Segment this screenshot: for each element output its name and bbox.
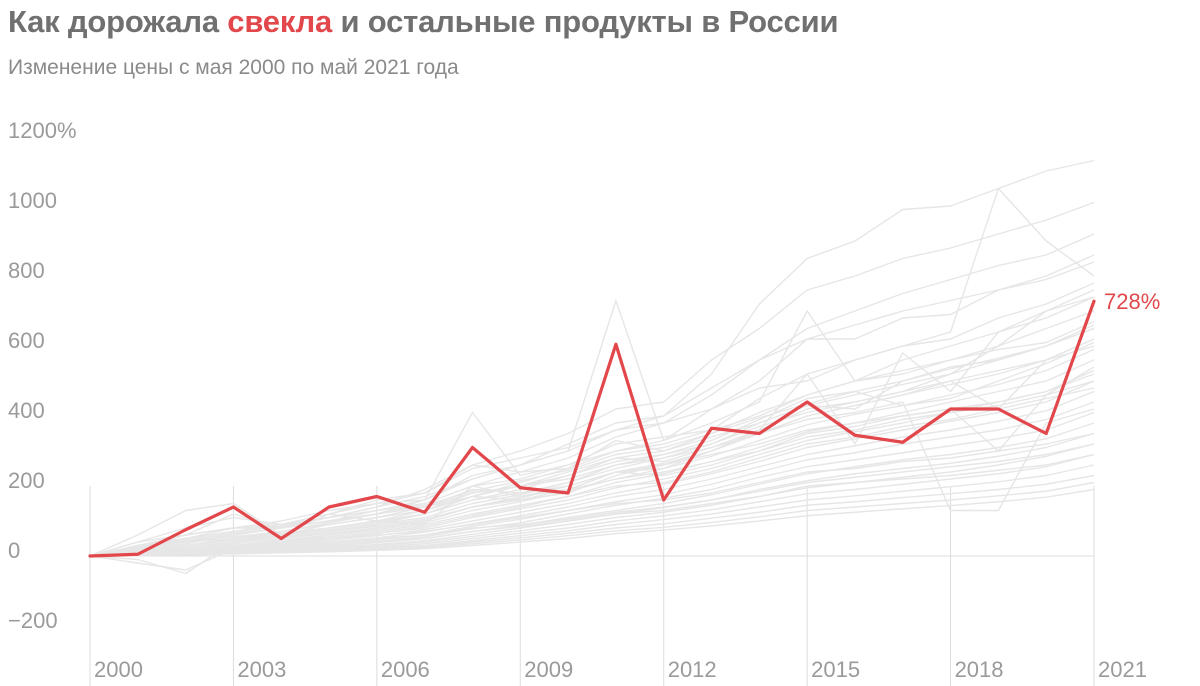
x-tick-label: 2021	[1098, 657, 1147, 682]
background-series-line	[89, 348, 1095, 557]
y-tick-label: 400	[8, 398, 45, 423]
background-series-line	[89, 254, 1095, 557]
background-series-line	[89, 401, 1095, 557]
y-tick-label: 600	[8, 328, 45, 353]
chart-subtitle: Изменение цены с мая 2000 по май 2021 го…	[8, 56, 459, 79]
x-tick-label: 2006	[381, 657, 430, 682]
background-series-line	[89, 338, 1095, 557]
end-value-label: 728%	[1104, 289, 1160, 314]
x-tick-label: 2018	[955, 657, 1004, 682]
y-tick-label: 1200%	[8, 118, 77, 143]
x-tick-label: 2009	[524, 657, 573, 682]
x-tick-label: 2015	[811, 657, 860, 682]
x-tick-label: 2012	[668, 657, 717, 682]
x-tick-label: 2003	[237, 657, 286, 682]
background-series-line	[89, 201, 1095, 557]
background-series-line	[89, 443, 1095, 557]
title-highlight: свекла	[227, 4, 333, 39]
background-series-line	[89, 327, 1095, 557]
background-series-line	[89, 453, 1095, 557]
background-series-line	[89, 341, 1095, 575]
chart-title: Как дорожала свекла и остальные продукты…	[8, 4, 839, 40]
background-series-line	[89, 432, 1095, 557]
title-part-2: и остальные продукты в России	[332, 4, 839, 39]
y-tick-label: 1000	[8, 188, 57, 213]
x-tick-label: 2000	[94, 657, 143, 682]
background-series-line	[89, 488, 1095, 557]
background-series-line	[89, 159, 1095, 557]
y-tick-label: −200	[8, 608, 58, 633]
y-axis-ticks: −200 0 200 400 600 800 1000 1200%	[8, 118, 77, 633]
x-axis-ticks: 2000 2003 2006 2009 2012 2015 2018 2021	[94, 657, 1147, 682]
background-series-line	[89, 296, 1095, 557]
highlight-series-line	[88, 299, 1096, 558]
background-series-line	[89, 289, 1095, 557]
background-series-line	[89, 401, 1095, 557]
background-series-line	[89, 366, 1095, 557]
highlight-series-group: 728%	[88, 289, 1160, 558]
background-series-line	[89, 411, 1095, 557]
title-part-1: Как дорожала	[8, 4, 228, 39]
y-tick-label: 200	[8, 468, 45, 493]
background-series-line	[89, 310, 1095, 557]
y-tick-label: 800	[8, 258, 45, 283]
background-series-line	[89, 296, 1095, 557]
y-tick-label: 0	[8, 538, 20, 563]
background-series-line	[89, 380, 1095, 557]
